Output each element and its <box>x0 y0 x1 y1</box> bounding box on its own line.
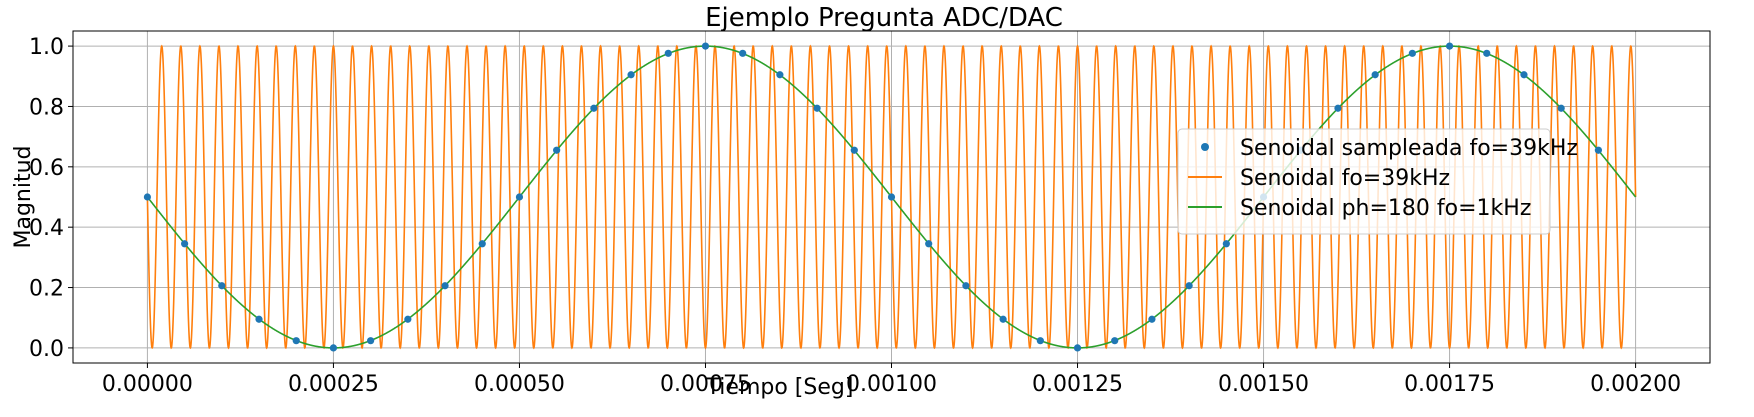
scatter-point <box>701 42 710 50</box>
x-axis-label: Tiempo [Seg] <box>706 375 854 400</box>
x-tick-label: 0.00000 <box>102 372 193 397</box>
scatter-point <box>1073 344 1082 352</box>
scatter-point <box>590 104 598 112</box>
scatter-point <box>1557 104 1565 112</box>
y-tick-label: 0.8 <box>29 95 64 120</box>
legend: Senoidal sampleada fo=39kHz Senoidal fo=3… <box>1177 128 1578 235</box>
scatter-point <box>478 240 486 248</box>
y-tick-label: 0.4 <box>29 216 64 241</box>
scatter-point <box>515 193 524 201</box>
legend-entry: Senoidal fo=39kHz <box>1240 166 1450 191</box>
y-axis-label: Magnitud <box>11 145 36 248</box>
scatter-point <box>1408 49 1416 57</box>
scatter-point <box>1185 282 1193 290</box>
scatter-point <box>850 146 858 154</box>
scatter-point <box>813 104 821 112</box>
scatter-point <box>1445 42 1454 50</box>
scatter-point <box>1334 104 1342 112</box>
scatter-point <box>181 240 189 248</box>
legend-box <box>1177 128 1551 235</box>
x-tick-label: 0.00200 <box>1590 372 1681 397</box>
scatter-point <box>999 315 1007 323</box>
y-tick-label: 1.0 <box>29 35 64 60</box>
scatter-point <box>218 282 226 290</box>
legend-marker <box>1201 143 1209 151</box>
scatter-point <box>255 315 263 323</box>
legend-entry: Senoidal ph=180 fo=1kHz <box>1240 196 1531 221</box>
y-tick-label: 0.0 <box>29 337 64 362</box>
x-tick-label: 0.00150 <box>1218 372 1309 397</box>
scatter-point <box>292 337 300 345</box>
x-tick-label: 0.00050 <box>474 372 565 397</box>
x-tick-label: 0.00025 <box>288 372 379 397</box>
x-tick-label: 0.00100 <box>846 372 937 397</box>
scatter-point <box>1483 49 1491 57</box>
scatter-point <box>664 49 672 57</box>
scatter-point <box>962 282 970 290</box>
x-tick-label: 0.00125 <box>1032 372 1123 397</box>
scatter-point <box>1148 315 1156 323</box>
scatter-point <box>739 49 747 57</box>
x-tick-label: 0.00075 <box>660 372 751 397</box>
scatter-point <box>329 344 338 352</box>
ticks: 0.00000 0.00025 0.00050 0.00075 0.00100 0.001… <box>29 35 1681 397</box>
scatter-point <box>1111 337 1119 345</box>
y-tick-label: 0.2 <box>29 277 64 302</box>
scatter-point <box>441 282 449 290</box>
scatter-point <box>143 193 152 201</box>
scatter-point <box>404 315 412 323</box>
scatter-point <box>1036 337 1044 345</box>
scatter-point <box>1222 240 1230 248</box>
x-tick-label: 0.00175 <box>1404 372 1495 397</box>
scatter-point <box>1594 146 1602 154</box>
scatter-point <box>553 146 561 154</box>
scatter-point <box>367 337 375 345</box>
scatter-point <box>627 71 635 79</box>
scatter-point <box>925 240 933 248</box>
chart-title: Ejemplo Pregunta ADC/DAC <box>705 3 1063 33</box>
scatter-point <box>1520 71 1528 79</box>
scatter-point <box>1371 71 1379 79</box>
y-tick-label: 0.6 <box>29 156 64 181</box>
scatter-point <box>887 193 896 201</box>
scatter-point <box>776 71 784 79</box>
legend-entry: Senoidal sampleada fo=39kHz <box>1240 136 1578 161</box>
